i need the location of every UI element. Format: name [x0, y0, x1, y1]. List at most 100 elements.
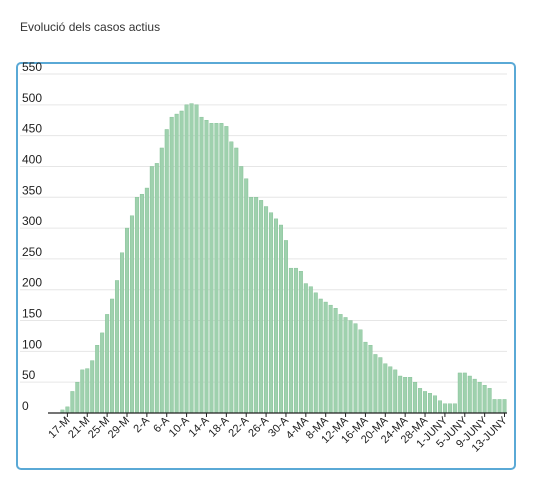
bar: [169, 116, 174, 414]
y-tick-label: 0: [22, 399, 29, 413]
bar: [259, 200, 264, 414]
bar: [120, 252, 125, 414]
y-tick-label: 550: [22, 60, 42, 74]
bar: [363, 341, 368, 414]
x-tick-label: 2-A: [131, 414, 152, 435]
y-tick-label: 500: [22, 91, 42, 105]
bar: [353, 323, 358, 414]
x-tick-label: 21-M: [66, 415, 92, 441]
bar: [308, 286, 313, 414]
bar: [144, 187, 149, 414]
bar: [408, 377, 413, 414]
bar: [318, 298, 323, 414]
bar: [95, 345, 100, 414]
bar: [85, 368, 90, 414]
bar: [358, 329, 363, 414]
bar: [279, 224, 283, 414]
x-tick-label: 10-A: [167, 414, 192, 439]
bar: [159, 147, 164, 414]
bar: [437, 400, 442, 414]
bar: [70, 391, 75, 414]
bar: [65, 406, 70, 414]
bar: [80, 369, 85, 414]
bar: [110, 298, 115, 414]
bar: [457, 372, 462, 414]
bar: [90, 360, 95, 414]
y-tick-label: 100: [22, 337, 42, 351]
bar: [234, 147, 239, 414]
grid-lines: [20, 73, 507, 383]
bar: [348, 320, 353, 414]
y-tick-label: 350: [22, 183, 42, 197]
bar: [383, 363, 388, 414]
x-tick-label: 25-M: [86, 415, 112, 441]
bar: [134, 197, 139, 414]
bar: [249, 197, 254, 414]
bar: [432, 395, 437, 414]
bar: [393, 369, 398, 414]
bar: [467, 375, 472, 414]
y-axis-ticks: 0 50 100 150 200 250 300 350 400 450 500 550: [22, 60, 42, 413]
bar: [447, 403, 452, 414]
bar: [487, 388, 492, 414]
bar: [482, 385, 487, 414]
bar: [298, 271, 303, 414]
bar: [264, 206, 269, 414]
x-tick-label: 18-A: [207, 414, 232, 439]
bar: [328, 304, 333, 414]
y-tick-label: 200: [22, 276, 42, 290]
bar: [288, 267, 293, 414]
bar: [303, 283, 308, 414]
bar: [174, 113, 179, 414]
bar: [472, 378, 477, 414]
bar: [293, 267, 298, 414]
x-tick-label: 29-M: [106, 415, 132, 441]
bar: [492, 399, 497, 414]
bar: [403, 377, 408, 414]
bar: [100, 332, 105, 414]
bar: [139, 193, 144, 414]
bar: [368, 345, 373, 414]
y-tick-label: 300: [22, 214, 42, 228]
bar: [442, 403, 447, 414]
bar: [477, 381, 482, 414]
y-tick-label: 450: [22, 122, 42, 136]
bar: [274, 218, 279, 414]
bar: [229, 141, 234, 414]
bar: [239, 166, 244, 414]
bar: [224, 126, 229, 414]
bar: [388, 366, 393, 414]
bar: [398, 375, 403, 414]
bar: [497, 399, 502, 414]
bar: [413, 381, 418, 414]
x-tick-label: 14-A: [187, 414, 212, 439]
bar: [204, 120, 209, 414]
x-tick-label: 17-M: [46, 415, 72, 441]
y-tick-label: 250: [22, 245, 42, 259]
bar: [373, 354, 378, 414]
bar: [209, 123, 214, 414]
bar: [313, 292, 318, 414]
bar: [129, 215, 134, 414]
bar: [423, 391, 428, 414]
bar: [338, 314, 343, 414]
bar: [323, 301, 328, 414]
y-tick-label: 400: [22, 152, 42, 166]
bar: [115, 280, 120, 414]
bar: [462, 372, 467, 414]
y-tick-label: 50: [22, 368, 36, 382]
bar: [378, 357, 383, 414]
bar: [343, 317, 348, 414]
bars: [60, 103, 507, 414]
page-title: Evolució dels casos actius: [20, 20, 161, 34]
bar: [194, 104, 199, 414]
bar: [452, 403, 457, 414]
bar: [199, 116, 204, 414]
bar: [428, 393, 433, 414]
bar: [283, 240, 288, 414]
bar: [154, 163, 159, 414]
x-axis-ticks: 17-M21-M25-M29-M 2-A 6-A10-A14-A18-A22-A26…: [46, 413, 510, 455]
bar: [75, 381, 80, 414]
bar: [125, 227, 129, 414]
